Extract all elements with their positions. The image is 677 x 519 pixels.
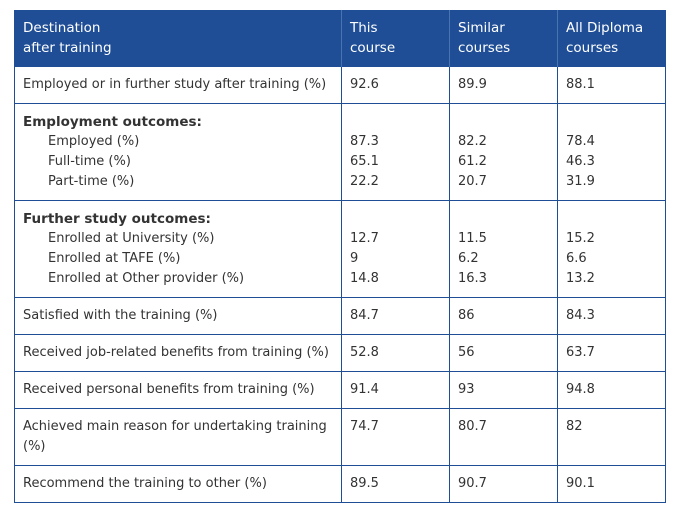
header-similar-courses: Similar courses [449, 10, 558, 67]
row-label: Employed or in further study after train… [14, 66, 342, 104]
table-row-recommend: Recommend the training to other (%) 89.5… [14, 465, 666, 503]
value-this-course: 84.7 [341, 297, 450, 335]
value-similar-courses: 80.7 [449, 408, 558, 466]
value-all-diploma: 94.8 [557, 371, 666, 409]
value-this-course: 65.1 [350, 154, 379, 169]
further-study-outcomes-title: Further study outcomes: [23, 211, 211, 227]
value-this-course: 89.5 [341, 465, 450, 503]
header-all-diploma-line2: courses [566, 40, 619, 56]
value-all-diploma: 31.9 [566, 174, 595, 189]
further-study-outcomes-cell: Further study outcomes: Enrolled at Univ… [14, 200, 342, 298]
further-study-values-this-course: 12.7 9 14.8 [341, 200, 450, 298]
value-this-course: 74.7 [341, 408, 450, 466]
row-label: Recommend the training to other (%) [14, 465, 342, 503]
header-destination-line2: after training [23, 40, 112, 56]
employment-outcomes-title: Employment outcomes: [23, 114, 202, 130]
value-similar-courses: 11.5 [458, 231, 487, 246]
row-label: Received job-related benefits from train… [14, 334, 342, 372]
value-this-course: 14.8 [350, 271, 379, 286]
value-this-course: 52.8 [341, 334, 450, 372]
sub-label: Enrolled at Other provider (%) [48, 271, 245, 286]
value-all-diploma: 13.2 [566, 271, 595, 286]
value-all-diploma: 63.7 [557, 334, 666, 372]
header-this-course-line2: course [350, 40, 396, 56]
training-outcomes-table-wrapper: Destination after training This course S… [14, 10, 666, 503]
further-study-values-similar: 11.5 6.2 16.3 [449, 200, 558, 298]
value-similar-courses: 90.7 [449, 465, 558, 503]
value-all-diploma: 6.6 [566, 251, 587, 266]
further-study-values-all-diploma: 15.2 6.6 13.2 [557, 200, 666, 298]
value-similar-courses: 86 [449, 297, 558, 335]
employment-values-similar: 82.2 61.2 20.7 [449, 103, 558, 201]
sub-label: Enrolled at University (%) [48, 231, 215, 246]
table-row-further-study-outcomes: Further study outcomes: Enrolled at Univ… [14, 200, 666, 298]
value-similar-courses: 93 [449, 371, 558, 409]
sub-label: Employed (%) [48, 134, 140, 149]
header-similar-courses-line2: courses [458, 40, 511, 56]
row-label: Satisfied with the training (%) [14, 297, 342, 335]
sub-label: Enrolled at TAFE (%) [48, 251, 181, 266]
employment-values-this-course: 87.3 65.1 22.2 [341, 103, 450, 201]
value-similar-courses: 82.2 [458, 134, 487, 149]
sub-label: Part-time (%) [48, 174, 135, 189]
training-outcomes-table: Destination after training This course S… [14, 10, 666, 503]
value-this-course: 9 [350, 251, 359, 266]
value-similar-courses: 56 [449, 334, 558, 372]
value-all-diploma: 90.1 [557, 465, 666, 503]
value-similar-courses: 16.3 [458, 271, 487, 286]
value-all-diploma: 84.3 [557, 297, 666, 335]
header-this-course: This course [341, 10, 450, 67]
table-row-personal-benefits: Received personal benefits from training… [14, 371, 666, 409]
header-similar-courses-line1: Similar [458, 20, 505, 36]
header-row: Destination after training This course S… [14, 10, 666, 67]
value-this-course: 92.6 [341, 66, 450, 104]
sub-label: Full-time (%) [48, 154, 131, 169]
row-label: Received personal benefits from training… [14, 371, 342, 409]
header-destination: Destination after training [14, 10, 342, 67]
table-row-employed-further: Employed or in further study after train… [14, 66, 666, 104]
header-this-course-line1: This [350, 20, 378, 36]
value-all-diploma: 78.4 [566, 134, 595, 149]
employment-outcomes-cell: Employment outcomes: Employed (%) Full-t… [14, 103, 342, 201]
value-similar-courses: 20.7 [458, 174, 487, 189]
employment-values-all-diploma: 78.4 46.3 31.9 [557, 103, 666, 201]
table-row-employment-outcomes: Employment outcomes: Employed (%) Full-t… [14, 103, 666, 201]
table-header: Destination after training This course S… [14, 10, 666, 67]
table-row-main-reason: Achieved main reason for undertaking tra… [14, 408, 666, 466]
value-all-diploma: 46.3 [566, 154, 595, 169]
value-this-course: 87.3 [350, 134, 379, 149]
header-all-diploma-line1: All Diploma [566, 20, 644, 36]
value-all-diploma: 88.1 [557, 66, 666, 104]
row-label: Achieved main reason for undertaking tra… [14, 408, 342, 466]
table-row-job-benefits: Received job-related benefits from train… [14, 334, 666, 372]
value-this-course: 22.2 [350, 174, 379, 189]
table-body: Employed or in further study after train… [14, 66, 666, 503]
header-destination-line1: Destination [23, 20, 101, 36]
table-row-satisfied: Satisfied with the training (%) 84.7 86 … [14, 297, 666, 335]
value-similar-courses: 89.9 [449, 66, 558, 104]
header-all-diploma-courses: All Diploma courses [557, 10, 666, 67]
value-similar-courses: 61.2 [458, 154, 487, 169]
value-this-course: 91.4 [341, 371, 450, 409]
value-all-diploma: 15.2 [566, 231, 595, 246]
value-similar-courses: 6.2 [458, 251, 479, 266]
value-all-diploma: 82 [557, 408, 666, 466]
value-this-course: 12.7 [350, 231, 379, 246]
